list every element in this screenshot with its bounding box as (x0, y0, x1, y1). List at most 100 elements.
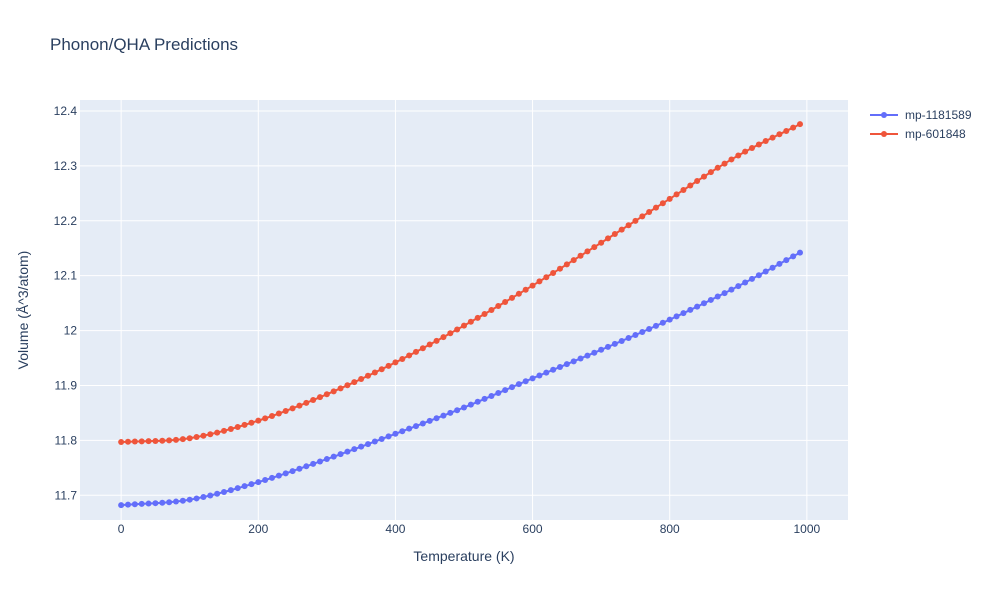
data-point (351, 379, 358, 386)
data-point (653, 322, 659, 329)
legend-item[interactable]: mp-601848 (870, 127, 966, 141)
data-point (680, 310, 687, 317)
data-point (653, 204, 659, 211)
x-tick-label: 800 (660, 522, 680, 536)
series-mp-601848 (118, 121, 803, 446)
y-axis-title: Volume (Å^3/atom) (15, 251, 31, 370)
data-point (570, 358, 577, 365)
data-point (646, 208, 653, 215)
data-point (543, 369, 550, 376)
legend-item[interactable]: mp-1181589 (870, 108, 972, 122)
data-point (618, 226, 625, 233)
data-point (173, 436, 179, 443)
data-point (317, 394, 323, 401)
data-point (461, 404, 467, 411)
data-point (186, 435, 193, 442)
data-point (426, 341, 433, 348)
data-point (138, 438, 145, 445)
data-point (563, 261, 570, 268)
data-point (673, 313, 680, 320)
data-point (138, 500, 145, 507)
data-point (275, 472, 282, 479)
data-point (125, 501, 131, 508)
data-point (714, 293, 721, 300)
data-point (591, 349, 598, 356)
data-point (166, 499, 173, 506)
data-point (392, 359, 399, 366)
data-point (248, 481, 255, 488)
data-point (680, 186, 687, 193)
data-point (365, 372, 371, 379)
data-point (762, 138, 769, 145)
data-point (131, 501, 138, 508)
data-point (371, 369, 378, 376)
data-point (152, 500, 159, 507)
data-point (776, 131, 783, 138)
data-point (159, 499, 166, 506)
data-point (762, 268, 769, 275)
data-point (550, 366, 557, 373)
data-point (214, 490, 221, 497)
chart-title: Phonon/QHA Predictions (50, 35, 238, 54)
data-point (543, 274, 550, 281)
data-point (584, 248, 591, 255)
data-point (207, 492, 214, 499)
data-point (495, 390, 502, 397)
data-point (255, 417, 262, 424)
data-point (632, 332, 639, 339)
data-point (742, 148, 749, 155)
data-point (570, 257, 577, 264)
data-point (262, 415, 269, 422)
data-point (419, 345, 426, 352)
data-point (351, 446, 358, 453)
x-axis-title: Temperature (K) (413, 548, 514, 564)
data-point (618, 337, 625, 344)
data-point (755, 272, 762, 279)
data-point (557, 363, 563, 370)
data-point (605, 343, 611, 350)
data-point (365, 441, 371, 448)
data-point (399, 428, 406, 435)
data-point (406, 352, 413, 359)
legend[interactable]: mp-1181589 mp-601848 (870, 108, 972, 141)
data-point (419, 420, 426, 427)
legend-marker (881, 131, 887, 137)
data-point (433, 415, 440, 422)
series-mp-1181589 (118, 249, 803, 509)
y-tick-label: 11.7 (55, 488, 78, 502)
data-point (262, 477, 269, 484)
data-point (296, 465, 303, 472)
data-point (591, 244, 598, 251)
data-point (303, 463, 310, 470)
data-point (563, 361, 570, 368)
data-point (125, 438, 131, 445)
data-point (221, 489, 227, 495)
data-point (440, 334, 447, 341)
data-point (721, 160, 728, 167)
data-point (755, 141, 762, 148)
data-point (447, 409, 454, 416)
data-point (557, 265, 563, 272)
data-point (769, 264, 776, 271)
data-point (639, 213, 646, 220)
data-point (687, 306, 694, 313)
data-point (605, 235, 611, 242)
data-point (522, 286, 529, 293)
data-point (433, 337, 440, 344)
data-point (790, 253, 797, 260)
data-point (598, 239, 605, 246)
x-tick-label: 0 (118, 522, 125, 536)
data-point (509, 294, 515, 301)
data-point (728, 286, 735, 293)
data-point (200, 432, 207, 439)
data-point (173, 498, 179, 505)
data-point (783, 257, 790, 264)
data-point (214, 429, 221, 436)
data-point (413, 348, 419, 355)
data-point (646, 325, 653, 332)
data-point (344, 382, 351, 389)
data-point (502, 387, 509, 394)
data-point (317, 458, 323, 465)
data-point (269, 413, 275, 420)
data-point (611, 231, 618, 238)
